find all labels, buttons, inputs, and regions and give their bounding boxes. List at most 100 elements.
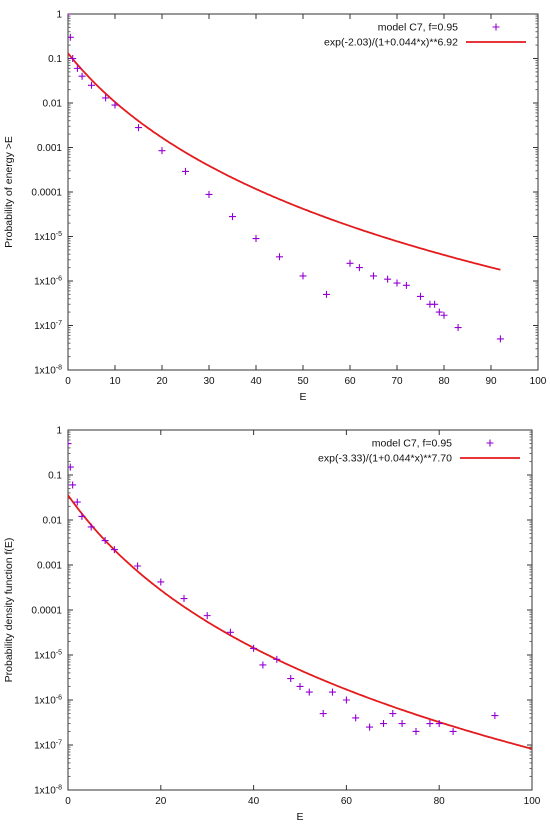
x-tick-label: 30 [203, 376, 215, 387]
data-point [412, 727, 420, 735]
y-tick-label: 1 [56, 426, 62, 437]
data-point [328, 688, 336, 696]
data-point [68, 440, 72, 448]
data-point [287, 675, 295, 683]
data-point [299, 272, 307, 280]
legend-label: exp(-3.33)/(1+0.044*x)**7.70 [318, 453, 452, 465]
data-point [273, 655, 281, 663]
x-tick-label: 100 [530, 376, 547, 387]
data-point [259, 661, 267, 669]
y-tick-label: 0.0001 [31, 606, 62, 617]
data-point [393, 279, 401, 287]
data-point [449, 727, 457, 735]
data-point [370, 272, 377, 280]
data-point [68, 33, 74, 41]
y-tick-label: 0.1 [48, 471, 62, 482]
data-point [389, 710, 397, 718]
legend-label: exp(-2.03)/(1+0.044*x)**6.92 [324, 37, 458, 49]
data-point [205, 190, 213, 198]
data-point [319, 710, 327, 718]
data-point [69, 481, 77, 489]
data-point [323, 290, 330, 298]
x-tick-label: 40 [250, 376, 262, 387]
y-tick-label: 0.001 [37, 143, 62, 154]
data-point [252, 235, 260, 243]
data-point [68, 463, 74, 471]
x-axis-label: E [299, 391, 306, 400]
x-tick-label: 20 [155, 796, 167, 807]
data-point [102, 94, 110, 102]
legend-marker [492, 23, 500, 31]
y-tick-label: 0.01 [43, 516, 63, 527]
data-point [431, 300, 439, 308]
y-tick-label: 0.0001 [31, 188, 62, 199]
data-point [78, 72, 86, 80]
plot-area [68, 440, 532, 750]
data-point [88, 81, 95, 89]
data-point [355, 264, 363, 272]
y-tick-label: 0.01 [43, 99, 63, 110]
data-point [180, 595, 188, 603]
y-tick-label: 1x10-7 [34, 320, 62, 332]
data-point [417, 292, 424, 300]
y-axis-label: Probability density function f(E) [3, 538, 15, 683]
plot-area [68, 14, 504, 343]
data-point [398, 720, 406, 728]
x-tick-label: 10 [109, 376, 121, 387]
x-tick-label: 80 [434, 796, 446, 807]
data-point [73, 64, 81, 72]
y-tick-label: 1x10-8 [34, 365, 62, 377]
x-tick-label: 60 [344, 376, 356, 387]
y-tick-label: 1 [56, 10, 62, 21]
data-point [73, 498, 81, 506]
y-tick-label: 1x10-8 [34, 785, 62, 797]
plot-frame [67, 429, 533, 791]
data-point [110, 546, 118, 554]
data-point [352, 714, 360, 722]
fit-curve [68, 52, 501, 271]
data-point [101, 537, 109, 545]
data-point [229, 213, 236, 221]
y-axis-label: Probability of energy >E [3, 136, 15, 248]
x-tick-label: 40 [248, 796, 260, 807]
data-point [250, 644, 258, 652]
y-tick-label: 1x10-5 [34, 650, 62, 662]
data-point [496, 335, 504, 343]
x-tick-label: 0 [65, 796, 71, 807]
legend-label: model C7, f=0.95 [372, 438, 452, 450]
legend-label: model C7, f=0.95 [378, 22, 458, 34]
data-point [426, 720, 434, 728]
x-tick-label: 70 [391, 376, 403, 387]
x-tick-label: 20 [156, 376, 168, 387]
data-point [380, 720, 388, 728]
survival-chart: 1 0.1 0.01 0.001 0.0001 1x10-5 1x10-6 1x10-7 1x1… [3, 10, 547, 401]
legend-marker [486, 439, 494, 447]
data-point [346, 259, 354, 267]
data-point [87, 523, 95, 531]
data-point [491, 712, 499, 720]
y-tick-label: 1x10-6 [34, 695, 62, 707]
data-point [134, 562, 142, 570]
data-point [157, 578, 165, 586]
y-tick-label: 0.1 [48, 54, 62, 65]
density-chart: 1 0.1 0.01 0.001 0.0001 1x10-5 1x10-6 1x10-7 1x1… [3, 426, 541, 824]
plot-frame [67, 13, 539, 371]
data-point [342, 696, 350, 704]
x-tick-label: 0 [65, 376, 71, 387]
x-tick-label: 90 [485, 376, 497, 387]
data-point [158, 147, 166, 155]
data-point [111, 101, 119, 109]
data-point [276, 253, 283, 261]
y-tick-label: 1x10-6 [34, 276, 62, 288]
data-point [366, 723, 374, 731]
data-point [69, 55, 77, 62]
y-tick-label: 0.001 [37, 561, 62, 572]
x-axis-label: E [296, 811, 303, 823]
data-point [440, 311, 448, 319]
y-tick-label: 1x10-7 [34, 740, 62, 752]
data-point [78, 512, 86, 520]
data-point [435, 720, 443, 728]
fit-curve [68, 494, 532, 750]
data-point [402, 281, 410, 289]
data-point [203, 612, 211, 620]
